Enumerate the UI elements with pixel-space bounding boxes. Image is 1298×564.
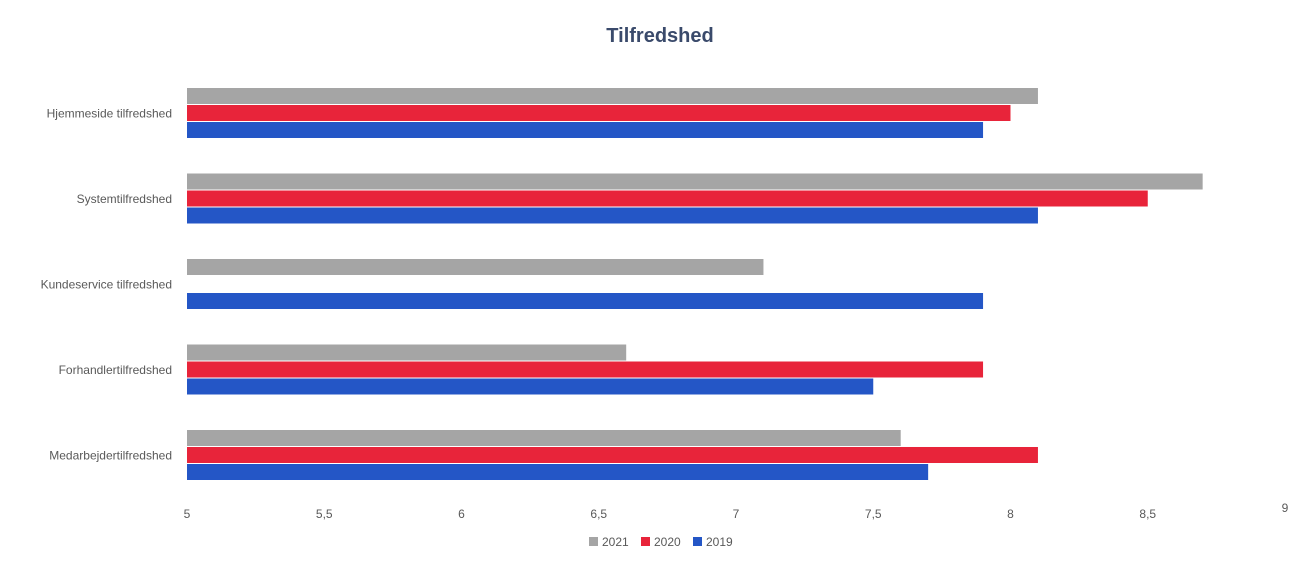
bar-2020-0 [187, 105, 1011, 121]
x-tick-label-0: 5 [184, 507, 191, 521]
legend-swatch-2021 [589, 537, 598, 546]
bar-2020-3 [187, 361, 984, 378]
x-tick-label-7: 8,5 [1139, 507, 1156, 521]
x-axis-ticks: 5 5,5 6 6,5 7 7,5 8 8,5 9 [184, 501, 1289, 521]
category-label-1: Systemtilfredshed [77, 192, 172, 206]
legend-label-2021: 2021 [602, 535, 629, 549]
x-tick-label-5: 7,5 [865, 507, 882, 521]
legend-swatch-2019 [693, 537, 702, 546]
bar-2021-2 [187, 259, 764, 275]
x-tick-label-6: 8 [1007, 507, 1014, 521]
legend-swatch-2020 [641, 537, 650, 546]
bar-2019-2 [187, 293, 984, 309]
chart-title: Tilfredshed [606, 25, 713, 47]
category-labels: Hjemmeside tilfredshed Systemtilfredshed K… [41, 107, 172, 463]
bar-2019-1 [187, 207, 1038, 224]
bar-2021-4 [187, 430, 901, 446]
category-label-3: Forhandlertilfredshed [59, 363, 172, 377]
category-label-4: Medarbejdertilfredshed [49, 449, 172, 463]
x-tick-label-1: 5,5 [316, 507, 333, 521]
bar-2019-0 [187, 122, 984, 138]
bar-2020-1 [187, 190, 1148, 207]
legend: 2021 2020 2019 [589, 535, 733, 549]
x-tick-label-2: 6 [458, 507, 465, 521]
bar-2020-4 [187, 447, 1038, 463]
category-label-0: Hjemmeside tilfredshed [47, 107, 172, 121]
legend-label-2019: 2019 [706, 535, 733, 549]
bar-2019-4 [187, 464, 929, 480]
bars-layer [187, 88, 1203, 480]
x-tick-label-4: 7 [733, 507, 740, 521]
x-tick-label-3: 6,5 [590, 507, 607, 521]
bar-2021-0 [187, 88, 1038, 104]
x-tick-label-8: 9 [1282, 501, 1289, 515]
bar-2021-3 [187, 344, 627, 361]
legend-label-2020: 2020 [654, 535, 681, 549]
bar-2021-1 [187, 173, 1203, 190]
category-label-2: Kundeservice tilfredshed [41, 278, 172, 292]
bar-2019-3 [187, 378, 874, 395]
